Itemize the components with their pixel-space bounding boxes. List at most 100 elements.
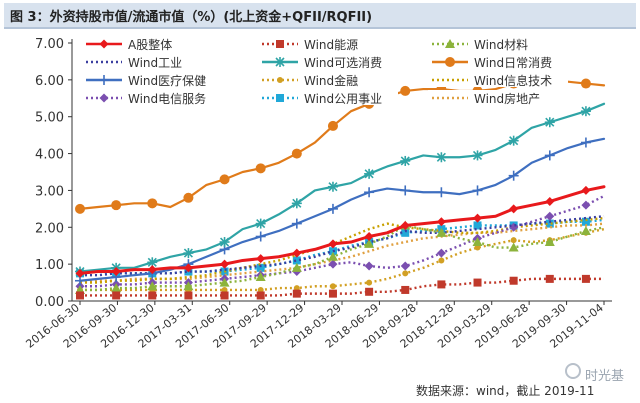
data-point xyxy=(581,106,591,116)
chart-title: 图 3：外资持股市值/流通市值（%）(北上资金+QFII/RQFII) xyxy=(10,10,373,25)
data-point xyxy=(327,251,338,261)
data-point xyxy=(436,217,446,227)
data-point xyxy=(328,289,337,298)
watermark-icon xyxy=(565,363,581,379)
legend-label: A股整体 xyxy=(128,37,172,52)
data-point xyxy=(401,228,410,237)
data-point xyxy=(581,200,591,210)
data-point xyxy=(545,219,554,228)
legend-label: Wind信息技术 xyxy=(474,73,552,88)
data-point xyxy=(509,136,519,146)
data-point xyxy=(147,198,158,209)
data-point xyxy=(473,213,483,223)
y-tick-label: 7.00 xyxy=(35,37,64,52)
data-point xyxy=(256,291,265,300)
data-point xyxy=(508,242,519,252)
y-tick-label: 6.00 xyxy=(35,74,64,89)
data-point xyxy=(277,77,283,83)
data-point xyxy=(472,237,483,247)
data-point xyxy=(436,227,447,237)
legend-background xyxy=(428,72,568,87)
legend-item: Wind房地产 xyxy=(428,90,568,106)
data-point xyxy=(184,291,193,300)
series-line xyxy=(78,137,606,282)
legend-label: Wind金融 xyxy=(304,73,358,88)
legend-background xyxy=(428,36,568,51)
series-line xyxy=(80,215,605,277)
data-point xyxy=(445,39,455,48)
title-bar: 图 3：外资持股市值/流通市值（%）(北上资金+QFII/RQFII) xyxy=(4,3,636,29)
y-tick-label: 2.00 xyxy=(35,221,64,236)
data-point xyxy=(327,120,338,131)
data-point xyxy=(364,232,374,241)
data-point xyxy=(220,259,230,269)
legend-item: Wind信息技术 xyxy=(428,72,568,88)
series-line xyxy=(79,218,605,275)
data-point xyxy=(147,257,157,267)
legend-label: Wind材料 xyxy=(474,38,528,52)
data-point xyxy=(292,289,301,298)
legend-label: Wind电信服务 xyxy=(128,91,206,106)
legend-background xyxy=(428,90,568,105)
data-point xyxy=(473,221,482,230)
data-point xyxy=(329,283,336,290)
data-point xyxy=(402,270,409,277)
series-4 xyxy=(75,102,606,277)
legend-background xyxy=(428,54,568,69)
legend-label: Wind工业 xyxy=(128,56,182,70)
source-note: 数据来源：wind，截止 2019-11 xyxy=(416,384,595,398)
y-tick-label: 3.00 xyxy=(35,184,64,199)
data-point xyxy=(293,285,300,292)
legend-item: A股整体 xyxy=(82,36,222,52)
data-point xyxy=(436,248,446,258)
data-point xyxy=(291,148,302,159)
data-point xyxy=(400,85,411,96)
legend-background xyxy=(82,90,222,105)
data-point xyxy=(328,259,338,269)
data-point xyxy=(255,163,266,174)
data-point xyxy=(510,237,517,244)
data-point xyxy=(112,291,121,300)
legend-background xyxy=(258,90,398,105)
data-point xyxy=(148,291,157,300)
data-point xyxy=(147,265,157,275)
data-point xyxy=(256,263,265,272)
y-tick-label: 5.00 xyxy=(35,111,64,126)
data-point xyxy=(275,57,285,67)
legend-label: Wind公用事业 xyxy=(304,92,382,106)
data-point xyxy=(580,225,591,235)
series-9 xyxy=(75,194,605,291)
legend-item: Wind电信服务 xyxy=(82,90,222,106)
data-point xyxy=(473,278,482,287)
data-point xyxy=(291,262,302,272)
data-point xyxy=(581,274,590,283)
data-point xyxy=(219,174,230,185)
legend-label: Wind房地产 xyxy=(474,91,540,106)
data-point xyxy=(400,220,410,230)
data-point xyxy=(545,196,555,206)
data-point xyxy=(276,94,284,102)
legend-item: Wind工业 xyxy=(82,54,222,70)
data-point xyxy=(276,40,284,48)
data-point xyxy=(99,93,109,103)
data-point xyxy=(183,248,193,258)
data-point xyxy=(400,156,410,166)
legend-item: Wind公用事业 xyxy=(258,90,398,106)
data-point xyxy=(438,257,445,264)
data-point xyxy=(580,78,591,89)
legend-item: Wind医疗保健 xyxy=(82,72,222,88)
data-point xyxy=(221,286,228,293)
data-point xyxy=(328,182,338,192)
data-point xyxy=(255,272,266,282)
legend-item: Wind日常消费 xyxy=(428,54,568,70)
data-point xyxy=(292,198,302,208)
data-point xyxy=(364,238,375,248)
data-point xyxy=(366,279,373,286)
data-point xyxy=(292,256,301,265)
data-point xyxy=(183,263,193,273)
legend-background xyxy=(258,36,398,51)
data-point xyxy=(147,281,158,291)
data-point xyxy=(292,248,302,258)
data-point xyxy=(256,219,266,229)
data-point xyxy=(545,117,555,127)
